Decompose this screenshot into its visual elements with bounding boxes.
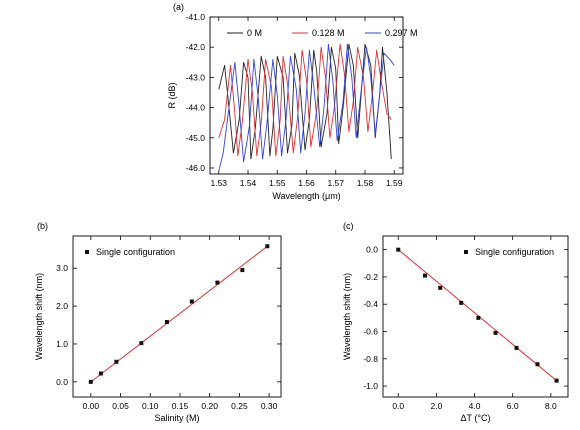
y-tick-label: -0.4 [363, 299, 378, 309]
x-tick-label: 0.25 [231, 401, 248, 411]
data-point [514, 345, 519, 350]
data-point [476, 315, 481, 320]
legend-label: Single configuration [475, 247, 554, 257]
data-point [438, 285, 443, 290]
x-tick-label: 0.15 [172, 401, 189, 411]
y-tick-label: -43.0 [186, 72, 206, 82]
x-axis-label: ΔT (°C) [461, 413, 491, 423]
data-point [98, 371, 103, 376]
data-point [422, 273, 427, 278]
y-tick-label: -46.0 [186, 163, 206, 173]
data-point [554, 378, 559, 383]
x-tick-label: 1.54 [240, 178, 257, 188]
panel-label: (b) [37, 221, 48, 231]
x-tick-label: 1.59 [386, 178, 403, 188]
x-axis-label: Wavelength (μm) [272, 191, 340, 201]
x-tick-label: 2.0 [430, 401, 442, 411]
plot-frame [382, 235, 569, 398]
x-tick-label: 1.57 [327, 178, 344, 188]
y-axis-label: Wavelength shift (nm) [342, 273, 352, 360]
x-tick-label: 0.05 [112, 401, 129, 411]
x-axis-label: Salinity (M) [154, 413, 199, 423]
panel-label: (a) [173, 2, 184, 12]
x-tick-label: 0.10 [142, 401, 159, 411]
y-axis-label: Wavelength shift (nm) [34, 273, 44, 360]
fit-line [397, 249, 557, 382]
x-tick-label: 1.56 [298, 178, 315, 188]
series-line-1 [218, 43, 392, 157]
data-point [459, 300, 464, 305]
x-tick-label: 0.30 [261, 401, 278, 411]
legend-marker [85, 250, 89, 254]
panel-label: (c) [343, 221, 354, 231]
y-tick-label: -45.0 [186, 133, 206, 143]
plot-frame [72, 235, 282, 398]
data-point [114, 359, 119, 364]
data-point [164, 319, 169, 324]
data-point [215, 280, 220, 285]
y-tick-label: -1.0 [363, 381, 378, 391]
y-tick-label: -0.6 [363, 327, 378, 337]
chart-panel-1: (b) 0.00 0.05 0.10 0.15 0.20 0.25 0.30 0.0 1.0 2.0… [34, 221, 282, 423]
x-tick-label: 1.58 [357, 178, 374, 188]
data-point [493, 330, 498, 335]
fit-line [90, 245, 268, 383]
y-tick-label: 2.0 [56, 301, 68, 311]
x-tick-label: 0.0 [392, 401, 404, 411]
y-axis-label: R (dB) [167, 82, 177, 108]
chart-panel-0: (a) 1.53 1.54 1.55 1.56 1.57 1.58 1.59 -41.0 -42.… [167, 2, 418, 201]
y-tick-label: -42.0 [186, 42, 206, 52]
data-point [535, 362, 540, 367]
y-tick-label: 1.0 [56, 339, 68, 349]
x-tick-label: 0.00 [83, 401, 100, 411]
data-point [265, 244, 270, 249]
x-tick-label: 4.0 [469, 401, 481, 411]
chart-panel-2: (c) 0.0 2.0 4.0 6.0 8.0 0.0 -0.2 -0.4 -0.6 -0.8 -1.… [342, 221, 569, 423]
data-point [189, 299, 194, 304]
legend-label: 0 M [247, 28, 262, 38]
x-tick-label: 0.20 [201, 401, 218, 411]
data-point [88, 379, 93, 384]
legend-label: 0.128 M [312, 28, 345, 38]
y-tick-label: -44.0 [186, 103, 206, 113]
data-point [139, 341, 144, 346]
legend-label: 0.297 M [385, 28, 418, 38]
x-tick-label: 6.0 [507, 401, 519, 411]
y-tick-label: -0.2 [363, 272, 378, 282]
y-tick-label: 0.0 [56, 377, 68, 387]
legend-marker [464, 250, 468, 254]
series-line-2 [218, 43, 395, 172]
legend-label: Single configuration [96, 247, 175, 257]
data-point [396, 247, 401, 252]
x-tick-label: 1.53 [210, 178, 227, 188]
y-tick-label: -0.8 [363, 354, 378, 364]
data-point [240, 268, 245, 273]
y-tick-label: 0.0 [366, 245, 378, 255]
y-tick-label: 3.0 [56, 263, 68, 273]
x-tick-label: 8.0 [545, 401, 557, 411]
x-tick-label: 1.55 [269, 178, 286, 188]
y-tick-label: -41.0 [186, 12, 206, 22]
